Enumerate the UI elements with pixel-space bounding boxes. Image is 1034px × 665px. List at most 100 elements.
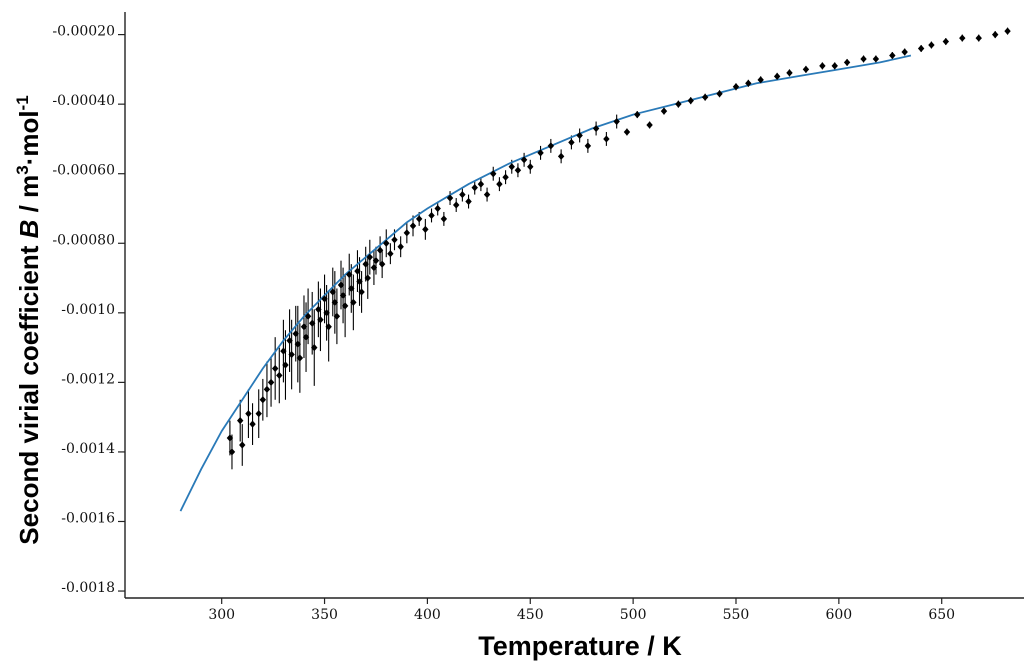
data-point (527, 163, 534, 171)
data-point (350, 298, 357, 306)
x-tick-label: 400 (414, 607, 441, 623)
data-point (975, 34, 982, 42)
data-point (366, 253, 374, 261)
fit-curve (179, 54, 912, 512)
y-axis-title-prefix: Second virial coefficient (14, 238, 44, 544)
data-point (732, 83, 740, 91)
data-point (346, 270, 353, 279)
data-point (391, 236, 398, 244)
data-point (576, 131, 583, 140)
data-point (440, 215, 448, 223)
data-point (928, 41, 935, 49)
x-tick-label: 450 (517, 607, 544, 623)
data-point (364, 274, 371, 282)
data-point (321, 295, 328, 303)
y-axis-title-symbol: B (14, 220, 44, 239)
x-axis-title: Temperature / K (478, 631, 682, 661)
data-point (409, 222, 417, 230)
data-point (263, 385, 271, 393)
data-point (245, 410, 252, 418)
y-axis-title-unit: / m (14, 175, 44, 220)
data-point (325, 323, 332, 331)
data-point (459, 190, 466, 199)
data-point (323, 309, 330, 317)
data-point (387, 250, 394, 258)
data-point (354, 267, 361, 275)
data-point (428, 211, 435, 220)
data-point (276, 371, 283, 380)
y-axis-title-sup1: 3 (13, 165, 32, 174)
data-point (675, 100, 682, 108)
data-point (403, 229, 411, 237)
data-point (872, 55, 880, 63)
data-point (477, 180, 485, 188)
data-point (302, 333, 310, 341)
x-tick-label: 350 (311, 607, 338, 623)
data-point (831, 62, 838, 70)
error-bars (229, 27, 1009, 470)
data-point (819, 62, 826, 70)
data-point (623, 128, 631, 136)
data-point (304, 312, 312, 320)
data-point (716, 90, 723, 98)
x-tick-label: 650 (928, 607, 955, 623)
data-point (568, 138, 575, 147)
data-point (959, 34, 966, 42)
data-point (483, 190, 491, 199)
data-point (942, 37, 950, 46)
data-point (259, 396, 267, 404)
data-point (358, 288, 365, 296)
data-point (315, 305, 322, 313)
data-point (520, 156, 528, 164)
data-point (786, 69, 793, 77)
data-point (296, 354, 304, 362)
data-point (294, 340, 302, 348)
y-tick-label: -0.0014 (61, 441, 115, 457)
data-point (228, 448, 236, 456)
data-point (329, 288, 336, 296)
data-point (348, 284, 355, 293)
data-point (376, 246, 384, 254)
data-point (991, 31, 999, 39)
y-tick-label: -0.00040 (52, 93, 115, 109)
data-point (802, 65, 810, 73)
data-point (860, 55, 867, 63)
data-point (660, 107, 668, 115)
data-point (490, 170, 497, 178)
y-tick-label: -0.0010 (61, 302, 115, 318)
data-point (237, 417, 244, 425)
data-point (309, 319, 316, 327)
data-point (317, 316, 324, 324)
y-axis-title-unit-mid: ·mol (14, 110, 44, 165)
data-points (226, 27, 1011, 456)
data-point (465, 197, 472, 206)
data-point (584, 142, 592, 150)
data-point (339, 291, 347, 300)
y-axis-title: Second virial coefficient B / m3·mol-1 (13, 95, 44, 544)
data-point (378, 260, 386, 268)
data-point (249, 420, 256, 428)
data-point (337, 281, 345, 289)
axes (124, 12, 1024, 599)
y-tick-label: -0.00020 (52, 24, 115, 40)
data-point (843, 58, 851, 67)
data-point (282, 361, 289, 369)
x-tick-label: 550 (723, 607, 750, 623)
data-point (286, 337, 293, 345)
data-point (271, 364, 279, 373)
data-point (397, 243, 404, 251)
y-tick-label: -0.0012 (61, 371, 115, 387)
data-point (508, 163, 515, 171)
data-point (537, 149, 544, 157)
x-tick-label: 500 (620, 607, 647, 623)
data-point (422, 225, 429, 233)
data-point (471, 184, 478, 192)
data-point (311, 344, 318, 352)
y-tick-label: -0.0016 (61, 510, 115, 526)
ticks: 300 350 400 450 500 550 600 650 -0.00020 -0.00040… (52, 24, 955, 623)
data-point (547, 142, 555, 150)
data-point (901, 48, 908, 56)
data-point (1004, 27, 1011, 35)
data-point (362, 260, 369, 268)
